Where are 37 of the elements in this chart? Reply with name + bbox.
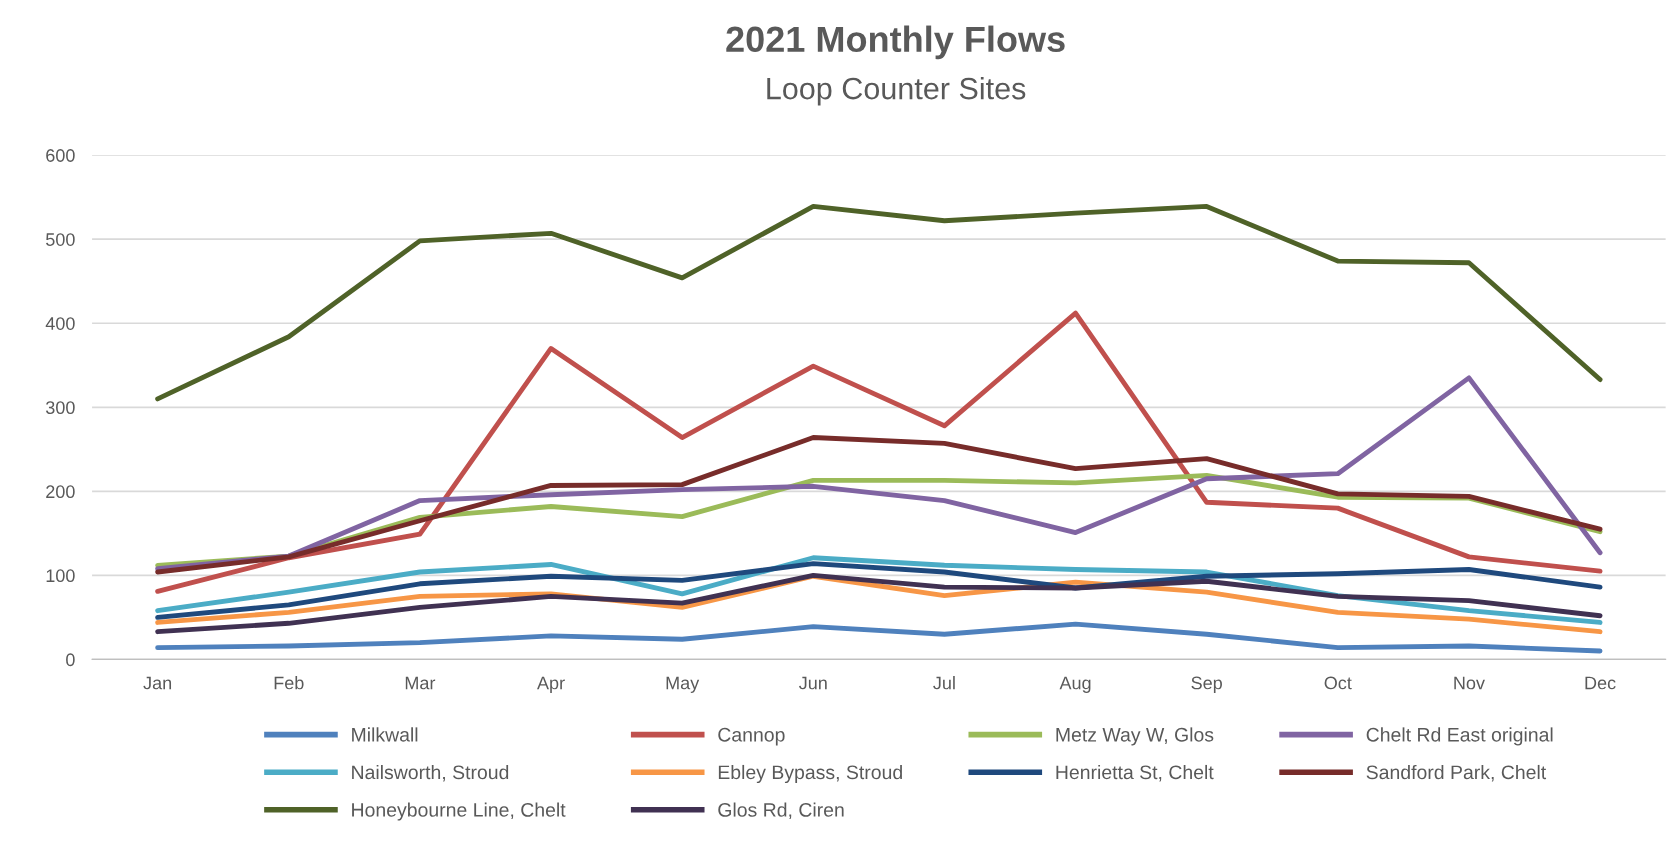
line-series [155, 375, 1603, 572]
line-series [155, 435, 1603, 575]
y-tick-label: 300 [45, 401, 75, 415]
legend-label: Honeybourne Line, Chelt [352, 802, 566, 821]
legend-label: Sandford Park, Chelt [1366, 764, 1547, 782]
x-tick-label: Feb [274, 676, 304, 690]
legend-label: Chelt Rd East original [1366, 727, 1553, 746]
y-tick-label: 0 [66, 653, 75, 667]
x-tick-label: May [666, 676, 700, 693]
legend-label: Nailsworth, Stroud [352, 764, 509, 782]
x-tick-label: Aug [1059, 676, 1091, 693]
legend-label: Cannop [718, 727, 785, 746]
line-series [155, 310, 1603, 594]
legend-label: Ebley Bypass, Stroud [718, 764, 902, 784]
legend-label: Metz Way W, Glos [1056, 727, 1214, 746]
line-series [155, 561, 1603, 620]
legend-label: Milkwall [352, 727, 418, 742]
y-tick-label: 200 [46, 485, 75, 499]
y-tick-label: 500 [46, 233, 75, 246]
x-tick-label: Sep [1191, 676, 1222, 693]
x-tick-label: Mar [405, 676, 436, 690]
y-tick-label: 600 [46, 149, 75, 162]
x-tick-label: Jul [933, 676, 955, 690]
chart-title: 2021 Monthly Flows [726, 25, 1065, 60]
x-tick-label: Oct [1324, 676, 1352, 690]
x-tick-label: Jan [143, 676, 172, 690]
line-series [155, 621, 1603, 654]
legend-label: Henrietta St, Chelt [1056, 764, 1214, 782]
x-tick-label: Dec [1585, 676, 1616, 690]
chart-subtitle: Loop Counter Sites [767, 76, 1026, 106]
line-series [155, 204, 1603, 402]
x-tick-label: Jun [799, 676, 827, 690]
y-tick-label: 100 [46, 569, 75, 583]
x-tick-label: Apr [537, 676, 565, 693]
y-tick-label: 400 [45, 317, 75, 330]
legend-label: Glos Rd, Ciren [718, 802, 844, 820]
x-tick-label: Nov [1454, 676, 1485, 690]
